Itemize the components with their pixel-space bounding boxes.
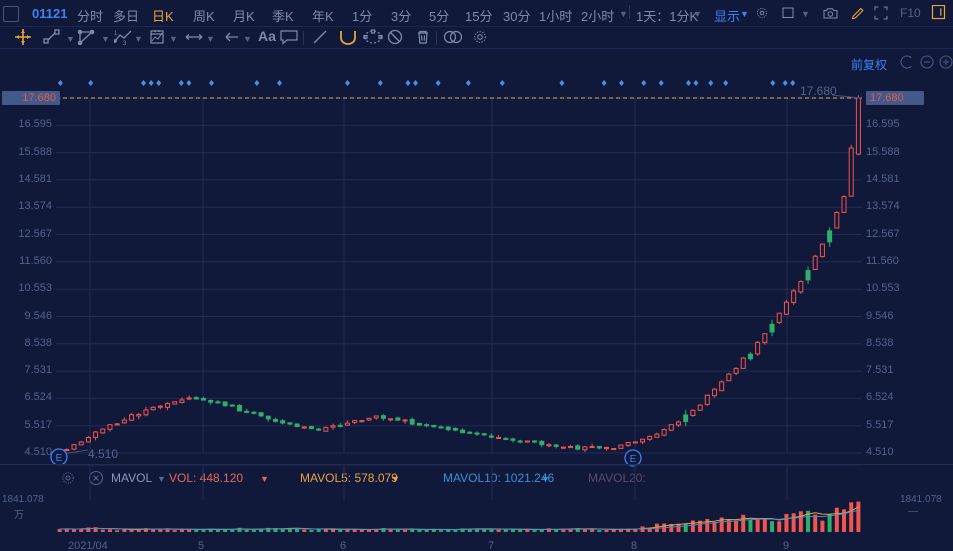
svg-text:E: E xyxy=(56,453,63,464)
svg-text:3: 3 xyxy=(123,41,127,45)
svg-text:1: 1 xyxy=(114,31,118,37)
